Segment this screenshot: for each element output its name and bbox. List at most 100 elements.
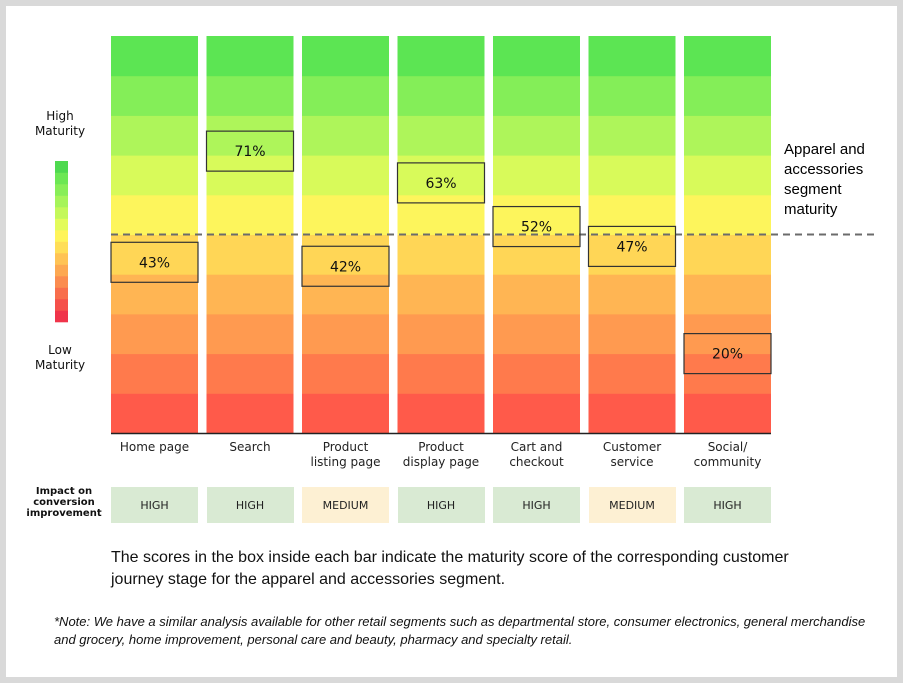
- bar-band: [493, 353, 580, 394]
- bar-band: [397, 313, 485, 355]
- score-label: 71%: [234, 144, 265, 160]
- bar-band: [302, 115, 389, 156]
- bar-band: [206, 313, 294, 355]
- bar-band: [397, 36, 485, 77]
- bar-band: [684, 274, 771, 315]
- legend-swatch: [55, 207, 68, 219]
- maturity-chart: 43% 71% 42% 63% 52% 47% 20%: [55, 36, 876, 435]
- score-label: 42%: [330, 259, 361, 275]
- bar-band: [493, 115, 580, 156]
- impact-badge: HIGH: [684, 487, 771, 523]
- bar-band: [588, 75, 676, 116]
- bar-band: [397, 393, 485, 434]
- legend-swatch: [55, 310, 68, 323]
- bar-band: [111, 234, 198, 275]
- bar-band: [397, 274, 485, 315]
- score-label: 63%: [425, 176, 456, 192]
- bar-band: [588, 36, 676, 77]
- bar-band: [493, 75, 580, 116]
- chart-frame: 43% 71% 42% 63% 52% 47% 20% High Maturity Low …: [6, 6, 897, 677]
- bar-band: [397, 194, 485, 235]
- bar-band: [302, 75, 389, 116]
- bar-band: [493, 313, 580, 355]
- impact-badge: HIGH: [111, 487, 198, 523]
- bar-band: [111, 274, 198, 315]
- bar-band: [397, 234, 485, 275]
- category-label: Social/ community: [693, 440, 762, 469]
- category-label: Cart and checkout: [509, 440, 564, 469]
- bar-band: [684, 234, 771, 275]
- impact-badge: HIGH: [493, 487, 580, 523]
- bar-band: [206, 36, 294, 77]
- impact-badge: MEDIUM: [588, 487, 676, 523]
- legend-swatch: [55, 253, 68, 265]
- score-box: [587, 225, 677, 268]
- bar-band: [588, 115, 676, 156]
- category-label: Product listing page: [310, 440, 381, 469]
- bar-band: [206, 75, 294, 116]
- bar-band: [684, 75, 771, 116]
- bar-band: [397, 75, 485, 116]
- bar-band: [684, 36, 771, 77]
- bar-band: [588, 313, 676, 355]
- bar-band: [206, 155, 294, 196]
- legend-swatch: [55, 172, 68, 185]
- bar-band: [588, 353, 676, 394]
- bar-band: [588, 155, 676, 196]
- bar-band: [302, 155, 389, 196]
- chart-description: The scores in the box inside each bar in…: [111, 549, 789, 588]
- bar-band: [588, 393, 676, 434]
- score-label: 20%: [712, 347, 743, 363]
- score-label: 43%: [139, 255, 170, 271]
- bar-band: [493, 194, 580, 235]
- footnote: *Note: We have a similar analysis availa…: [54, 614, 866, 647]
- bar-band: [397, 353, 485, 394]
- bar-band: [111, 353, 198, 394]
- bar-band: [206, 353, 294, 394]
- legend-swatch: [55, 161, 68, 173]
- bar-band: [302, 194, 389, 235]
- bar-band: [493, 36, 580, 77]
- score-box: [396, 162, 486, 204]
- impact-header: Impact on conversion improvement: [26, 486, 102, 519]
- bar-band: [206, 274, 294, 315]
- score-box: [492, 205, 581, 248]
- bar-band: [493, 234, 580, 275]
- impact-badge: HIGH: [397, 487, 485, 523]
- bar-band: [302, 274, 389, 315]
- bar-band: [302, 313, 389, 355]
- category-label: Product display page: [402, 440, 480, 469]
- scale-high-label: High Maturity: [34, 109, 86, 138]
- impact-badge: HIGH: [206, 487, 294, 523]
- category-label: Home page: [119, 440, 190, 454]
- score-box: [205, 130, 295, 172]
- bar-band: [588, 194, 676, 235]
- bar-band: [493, 393, 580, 434]
- bar-band: [493, 155, 580, 196]
- bar-band: [111, 75, 198, 116]
- score-box: [110, 241, 199, 283]
- bar-band: [684, 115, 771, 156]
- bar-band: [397, 115, 485, 156]
- bar-band: [302, 393, 389, 434]
- bar-band: [206, 115, 294, 156]
- category-label: Customer service: [602, 440, 662, 469]
- bar-band: [111, 194, 198, 235]
- legend-swatch: [55, 218, 68, 231]
- legend-swatch: [55, 195, 68, 208]
- bar-band: [684, 155, 771, 196]
- legend-swatch: [55, 264, 68, 277]
- bar-band: [493, 274, 580, 315]
- score-box: [683, 333, 772, 375]
- bar-band: [206, 393, 294, 434]
- bar-band: [206, 234, 294, 275]
- bar-band: [302, 36, 389, 77]
- legend-swatch: [55, 184, 68, 196]
- segment-maturity-label: Apparel and accessories segment maturity: [784, 141, 865, 218]
- bar-band: [111, 393, 198, 434]
- bar-band: [588, 234, 676, 275]
- category-label: Search: [229, 440, 271, 454]
- score-label: 47%: [616, 239, 647, 255]
- legend-swatch: [55, 299, 68, 311]
- bar-band: [684, 194, 771, 235]
